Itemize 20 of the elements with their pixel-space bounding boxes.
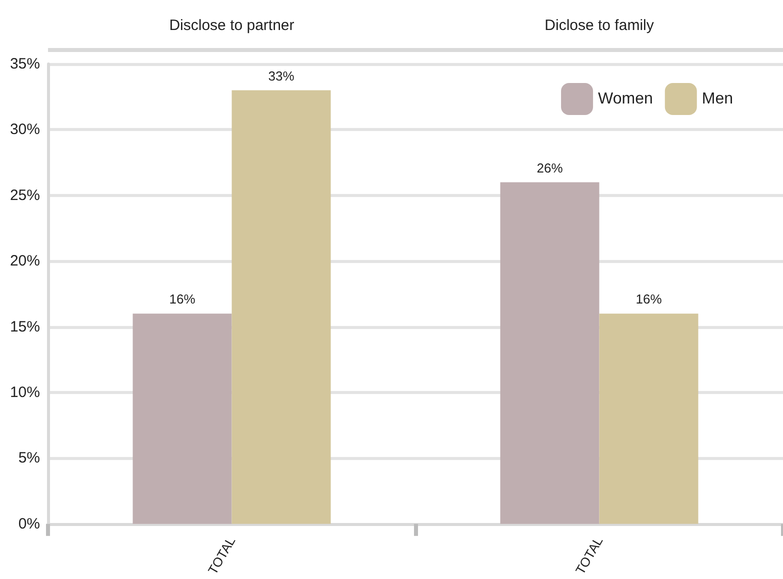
bar — [232, 90, 331, 524]
y-tick-label: 5% — [18, 450, 40, 467]
text: Disclose to partner — [169, 17, 294, 34]
legend-label: Women — [598, 90, 653, 108]
bar — [132, 314, 232, 524]
data-label: 16% — [169, 292, 196, 307]
y-tick-label: 20% — [10, 252, 40, 270]
legend-label: Men — [702, 90, 733, 108]
data-label: 26% — [536, 160, 564, 176]
y-tick-label: 10% — [10, 384, 40, 402]
data-label: 16% — [636, 292, 662, 307]
data-label: 33% — [268, 68, 295, 84]
bar — [500, 182, 600, 524]
bar — [599, 314, 698, 524]
y-tick-label: 35% — [10, 56, 40, 72]
text: Diclose to family — [544, 17, 654, 34]
y-tick-label: 0% — [18, 515, 40, 532]
y-tick-label: 25% — [10, 186, 40, 204]
y-tick-label: 30% — [10, 121, 40, 138]
y-tick-label: 15% — [10, 318, 40, 336]
